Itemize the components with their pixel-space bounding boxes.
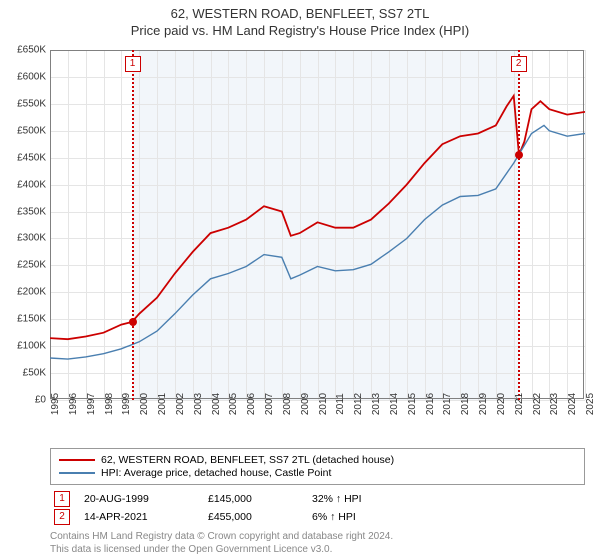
y-tick-label: £50K bbox=[23, 368, 46, 379]
legend-label-hpi: HPI: Average price, detached house, Cast… bbox=[101, 467, 331, 479]
chart-container: 62, WESTERN ROAD, BENFLEET, SS7 2TL Pric… bbox=[0, 0, 600, 560]
legend-row-hpi: HPI: Average price, detached house, Cast… bbox=[59, 467, 576, 479]
x-tick-label: 2017 bbox=[442, 393, 453, 415]
x-tick-label: 2018 bbox=[460, 393, 471, 415]
title-block: 62, WESTERN ROAD, BENFLEET, SS7 2TL Pric… bbox=[0, 0, 600, 40]
marker-box: 2 bbox=[511, 56, 527, 72]
transaction-row: 2 14-APR-2021 £455,000 6% ↑ HPI bbox=[54, 509, 585, 525]
y-tick-label: £250K bbox=[17, 260, 46, 271]
x-tick-label: 2014 bbox=[389, 393, 400, 415]
x-tick-label: 2020 bbox=[496, 393, 507, 415]
x-tick-label: 1995 bbox=[50, 393, 61, 415]
x-tick-label: 2010 bbox=[318, 393, 329, 415]
y-tick-label: £600K bbox=[17, 71, 46, 82]
marker-dot bbox=[515, 151, 523, 159]
tx-delta: 32% ↑ HPI bbox=[312, 493, 362, 505]
x-tick-label: 2024 bbox=[567, 393, 578, 415]
legend-swatch-hpi bbox=[59, 472, 95, 474]
transaction-row: 1 20-AUG-1999 £145,000 32% ↑ HPI bbox=[54, 491, 585, 507]
x-tick-label: 2016 bbox=[425, 393, 436, 415]
footer-attribution: Contains HM Land Registry data © Crown c… bbox=[50, 530, 393, 556]
y-tick-label: £100K bbox=[17, 341, 46, 352]
chart-title-address: 62, WESTERN ROAD, BENFLEET, SS7 2TL bbox=[0, 6, 600, 21]
x-tick-label: 1998 bbox=[104, 393, 115, 415]
x-tick-label: 1997 bbox=[86, 393, 97, 415]
tx-date: 14-APR-2021 bbox=[84, 511, 194, 523]
x-tick-label: 2003 bbox=[193, 393, 204, 415]
plot-svg bbox=[50, 50, 585, 400]
y-tick-label: £150K bbox=[17, 314, 46, 325]
x-tick-label: 2008 bbox=[282, 393, 293, 415]
plot-area: 12 bbox=[50, 50, 585, 400]
tx-delta: 6% ↑ HPI bbox=[312, 511, 356, 523]
x-tick-label: 2001 bbox=[157, 393, 168, 415]
legend-row-property: 62, WESTERN ROAD, BENFLEET, SS7 2TL (det… bbox=[59, 454, 576, 466]
footer-line2: This data is licensed under the Open Gov… bbox=[50, 543, 393, 556]
y-tick-label: £500K bbox=[17, 125, 46, 136]
footer-line1: Contains HM Land Registry data © Crown c… bbox=[50, 530, 393, 543]
tx-date: 20-AUG-1999 bbox=[84, 493, 194, 505]
tx-marker-box: 1 bbox=[54, 491, 70, 507]
x-tick-label: 2022 bbox=[532, 393, 543, 415]
x-tick-label: 2015 bbox=[407, 393, 418, 415]
y-tick-label: £550K bbox=[17, 98, 46, 109]
grid-line-v bbox=[585, 50, 586, 400]
y-tick-label: £350K bbox=[17, 206, 46, 217]
x-tick-label: 2000 bbox=[139, 393, 150, 415]
tx-price: £145,000 bbox=[208, 493, 298, 505]
tx-price: £455,000 bbox=[208, 511, 298, 523]
x-tick-label: 2009 bbox=[300, 393, 311, 415]
marker-box: 1 bbox=[125, 56, 141, 72]
y-tick-label: £450K bbox=[17, 152, 46, 163]
x-tick-label: 2025 bbox=[585, 393, 596, 415]
series-line bbox=[50, 96, 585, 339]
x-tick-label: 2007 bbox=[264, 393, 275, 415]
x-tick-label: 2004 bbox=[211, 393, 222, 415]
y-tick-label: £650K bbox=[17, 45, 46, 56]
y-tick-label: £200K bbox=[17, 287, 46, 298]
tx-marker-box: 2 bbox=[54, 509, 70, 525]
legend-box: 62, WESTERN ROAD, BENFLEET, SS7 2TL (det… bbox=[50, 448, 585, 485]
x-tick-label: 2006 bbox=[246, 393, 257, 415]
x-tick-label: 2005 bbox=[228, 393, 239, 415]
y-tick-label: £300K bbox=[17, 233, 46, 244]
x-tick-label: 1996 bbox=[68, 393, 79, 415]
y-tick-label: £0 bbox=[35, 395, 46, 406]
y-axis: £0£50K£100K£150K£200K£250K£300K£350K£400… bbox=[0, 50, 50, 400]
x-tick-label: 2019 bbox=[478, 393, 489, 415]
x-tick-label: 2011 bbox=[335, 393, 346, 415]
x-tick-label: 1999 bbox=[121, 393, 132, 415]
legend-swatch-property bbox=[59, 459, 95, 461]
x-tick-label: 2021 bbox=[514, 393, 525, 415]
x-axis: 1995199619971998199920002001200220032004… bbox=[50, 400, 585, 450]
x-tick-label: 2013 bbox=[371, 393, 382, 415]
marker-vline bbox=[518, 50, 520, 400]
y-tick-label: £400K bbox=[17, 179, 46, 190]
x-tick-label: 2002 bbox=[175, 393, 186, 415]
x-tick-label: 2012 bbox=[353, 393, 364, 415]
chart-subtitle: Price paid vs. HM Land Registry's House … bbox=[0, 23, 600, 38]
legend-block: 62, WESTERN ROAD, BENFLEET, SS7 2TL (det… bbox=[50, 448, 585, 527]
marker-dot bbox=[129, 318, 137, 326]
transaction-list: 1 20-AUG-1999 £145,000 32% ↑ HPI 2 14-APR-202… bbox=[50, 491, 585, 525]
marker-vline bbox=[132, 50, 134, 400]
legend-label-property: 62, WESTERN ROAD, BENFLEET, SS7 2TL (det… bbox=[101, 454, 394, 466]
x-tick-label: 2023 bbox=[549, 393, 560, 415]
